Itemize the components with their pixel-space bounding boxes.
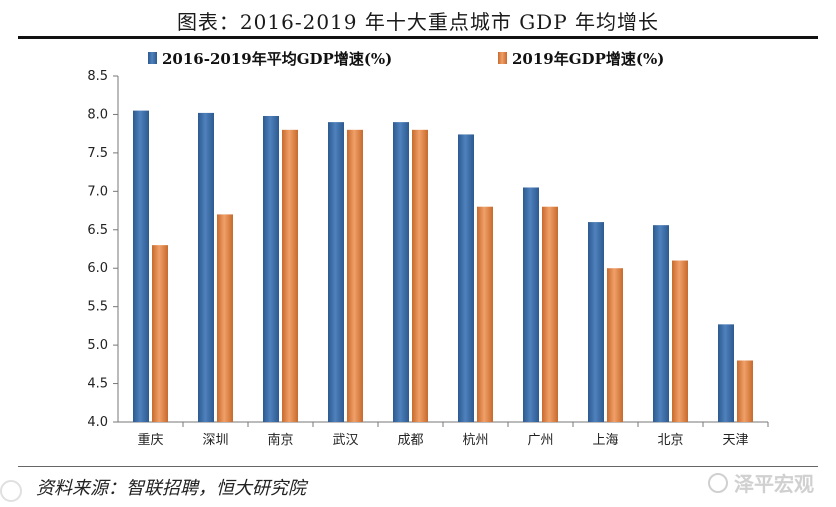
bar-avg-2016-2019 — [198, 112, 214, 422]
bar-2019 — [152, 245, 168, 422]
y-tick-label: 7.5 — [87, 146, 108, 161]
bar-2019 — [607, 268, 623, 422]
y-tick-label: 5.5 — [87, 300, 108, 315]
x-tick-label: 深圳 — [202, 433, 228, 448]
bar-avg-2016-2019 — [458, 134, 474, 422]
corner-logo-icon — [0, 480, 22, 502]
y-tick-label: 8.5 — [87, 69, 108, 84]
x-tick-label: 天津 — [722, 433, 748, 448]
page-title: 图表：2016-2019 年十大重点城市 GDP 年均增长 — [176, 10, 660, 34]
bar-avg-2016-2019 — [588, 222, 604, 422]
x-tick-label: 武汉 — [332, 433, 358, 448]
bar-avg-2016-2019 — [523, 187, 539, 422]
chart-axes: 4.0 4.5 5.0 5.5 6.0 6.5 7.0 7.5 8.0 8.5 重庆 深圳 南京 武汉 成都… — [87, 69, 769, 448]
legend-swatch — [498, 52, 507, 64]
bar-2019 — [672, 260, 688, 422]
bar-2019 — [282, 129, 298, 423]
y-tick-label: 8.0 — [87, 107, 108, 122]
x-tick-label: 杭州 — [462, 433, 488, 448]
y-tick-label: 4.0 — [87, 415, 108, 430]
legend-label: 2016-2019年平均GDP增速(%) — [162, 50, 392, 68]
bar-2019 — [412, 129, 428, 423]
x-tick-label: 重庆 — [137, 432, 163, 448]
x-tick-label: 广州 — [527, 433, 553, 448]
legend-label: 2019年GDP增速(%) — [512, 50, 664, 68]
bar-2019 — [737, 360, 753, 422]
x-tick-label: 上海 — [592, 433, 618, 448]
bar-avg-2016-2019 — [263, 115, 279, 422]
y-tick-label: 6.0 — [87, 261, 108, 276]
bar-avg-2016-2019 — [653, 225, 669, 422]
y-tick-label: 5.0 — [87, 338, 108, 353]
x-tick-label: 南京 — [267, 432, 293, 448]
title-rule — [18, 36, 818, 39]
chart-legend: 2016-2019年平均GDP增速(%) 2019年GDP增速(%) — [148, 50, 664, 68]
bar-avg-2016-2019 — [328, 122, 344, 422]
x-tick-label: 北京 — [657, 433, 683, 448]
bar-2019 — [542, 206, 558, 422]
bar-2019 — [217, 214, 233, 422]
bar-avg-2016-2019 — [718, 324, 734, 422]
y-tick-label: 6.5 — [87, 223, 108, 238]
watermark: 泽平宏观 — [708, 468, 814, 497]
y-tick-label: 7.0 — [87, 184, 108, 199]
bar-avg-2016-2019 — [393, 122, 409, 422]
watermark-text: 泽平宏观 — [734, 472, 814, 496]
legend-swatch — [148, 52, 157, 64]
source-note: 资料来源：智联招聘，恒大研究院 — [36, 478, 306, 499]
bar-2019 — [477, 206, 493, 422]
y-tick-label: 4.5 — [87, 377, 108, 392]
bar-avg-2016-2019 — [133, 110, 149, 422]
x-tick-label: 成都 — [397, 433, 423, 448]
footer-rule — [18, 466, 818, 467]
bar-chart: 4.0 4.5 5.0 5.5 6.0 6.5 7.0 7.5 8.0 8.5 重庆 深圳 南京 武汉 成都… — [87, 50, 769, 448]
wechat-icon — [708, 472, 728, 493]
bar-2019 — [347, 129, 363, 423]
chart-bars — [133, 110, 753, 423]
